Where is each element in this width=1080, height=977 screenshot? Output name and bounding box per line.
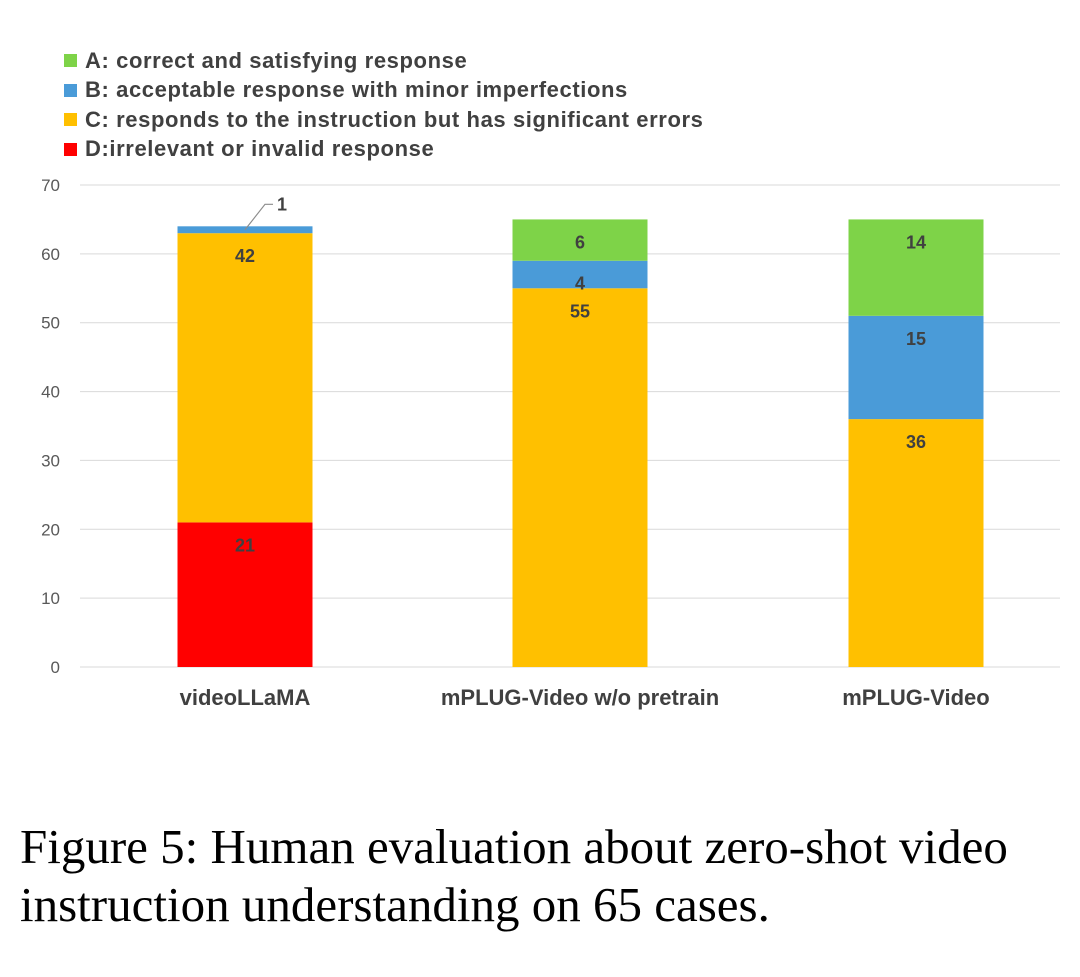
data-label-1-1: 55 [570, 301, 590, 321]
x-category-label-0: videoLLaMA [180, 685, 311, 710]
legend-item-b: B: acceptable response with minor imperf… [64, 76, 703, 106]
bar-segment-1-3 [512, 219, 648, 261]
legend-label-c: C: responds to the instruction but has s… [85, 106, 704, 132]
legend-item-d: D:irrelevant or invalid response [64, 135, 703, 165]
bar-segment-1-1 [512, 288, 648, 667]
bar-segment-2-1 [848, 419, 984, 667]
data-label-1-2: 4 [575, 274, 585, 294]
legend-swatch-c [64, 113, 77, 127]
y-tick-label-0: 0 [51, 658, 60, 677]
figure-caption: Figure 5: Human evaluation about zero-sh… [20, 819, 1008, 932]
legend-swatch-b [64, 83, 77, 97]
bar-segment-0-0 [177, 522, 313, 667]
bar-segment-2-2 [848, 315, 984, 420]
y-tick-label-70: 70 [41, 176, 60, 195]
y-tick-label-10: 10 [41, 589, 60, 608]
legend-swatch-d [64, 142, 77, 156]
data-label-2-2: 15 [906, 329, 926, 349]
x-category-label-2: mPLUG-Video [842, 685, 990, 710]
legend-label-b: B: acceptable response with minor imperf… [85, 77, 628, 103]
y-tick-label-50: 50 [41, 314, 60, 333]
legend-item-c: C: responds to the instruction but has s… [64, 105, 703, 135]
chart-legend: A: correct and satisfying response B: ac… [64, 46, 703, 164]
legend-item-a: A: correct and satisfying response [64, 46, 703, 76]
legend-label-a: A: correct and satisfying response [85, 47, 468, 73]
data-label-2-3: 14 [906, 232, 926, 252]
leader-line-0-2 [244, 203, 273, 231]
data-label-0-2: 1 [277, 194, 287, 214]
bar-segment-0-1 [177, 233, 313, 523]
y-tick-label-60: 60 [41, 245, 60, 264]
x-category-label-1: mPLUG-Video w/o pretrain [441, 685, 719, 710]
data-label-0-0: 21 [235, 535, 255, 555]
bar-segment-2-3 [848, 219, 984, 316]
legend-swatch-a [64, 54, 77, 68]
data-label-2-1: 36 [906, 432, 926, 452]
y-tick-label-20: 20 [41, 520, 60, 539]
data-label-1-3: 6 [575, 232, 585, 252]
stacked-bar-chart: 0 10 20 30 40 50 60 70 21 42 1 videoLLaMA 55 4 6 mPLUG-… [41, 176, 1060, 710]
legend-label-d: D:irrelevant or invalid response [85, 136, 435, 162]
y-tick-label-30: 30 [41, 451, 60, 470]
y-tick-label-40: 40 [41, 383, 60, 402]
bar-segment-1-2 [512, 260, 648, 289]
data-label-0-1: 42 [235, 246, 255, 266]
